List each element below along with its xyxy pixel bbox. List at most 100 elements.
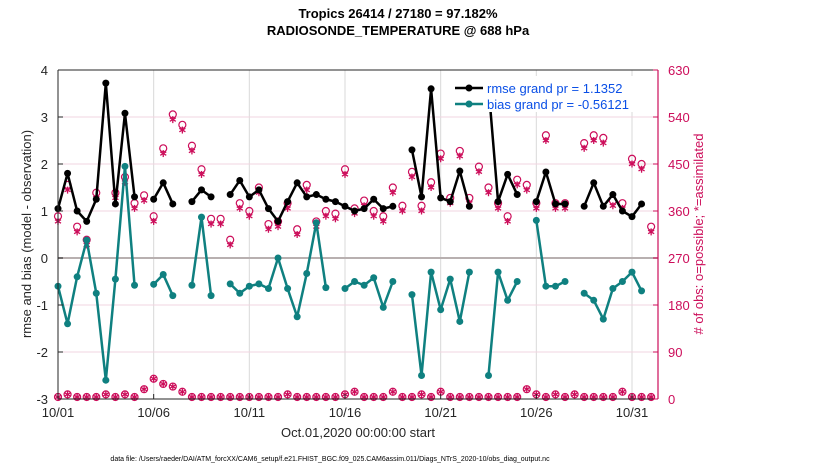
rmse-point: [64, 169, 72, 177]
left-axis-ticks: -3 -2 -1 0 1 2 3 4: [36, 63, 63, 407]
star-stroke: [590, 394, 598, 400]
rmse-point: [274, 217, 282, 225]
right-tick-label: 270: [668, 251, 690, 266]
obs-assimilated-marker: [236, 204, 244, 212]
star-stroke: [245, 213, 253, 219]
rmse-point: [73, 207, 81, 215]
obs-assimilated-marker: [456, 152, 464, 160]
bias-point: [638, 287, 646, 295]
star-stroke: [217, 221, 224, 227]
star-stroke: [64, 392, 71, 397]
chart-title-line1: Tropics 26414 / 27180 = 97.182%: [298, 6, 498, 21]
star-stroke: [265, 226, 272, 232]
star-stroke: [370, 394, 378, 400]
star-stroke: [437, 389, 445, 395]
obs-low-assimilated-marker: [389, 388, 397, 396]
rmse-point: [188, 198, 196, 206]
right-y-axis-label: # of obs: o=possible; *=assimilated: [691, 134, 706, 335]
obs-assimilated-marker: [265, 225, 272, 233]
rmse-point: [456, 167, 464, 175]
obs-assimilated-marker: [494, 204, 502, 212]
rmse-point: [312, 191, 320, 199]
rmse-point: [83, 217, 91, 225]
obs-assimilated-marker: [523, 186, 531, 194]
obs-assimilated-marker: [226, 241, 234, 249]
obs-assimilated-marker: [628, 160, 636, 168]
bias-point: [83, 236, 91, 244]
bias-point: [561, 278, 569, 285]
bias-point: [188, 281, 196, 289]
star-stroke: [542, 394, 550, 400]
bias-point: [121, 162, 129, 170]
right-tick-label: 0: [668, 392, 675, 407]
bias-point: [169, 292, 177, 300]
bias-point: [264, 285, 272, 293]
star-stroke: [456, 394, 464, 400]
rmse-point: [532, 198, 540, 206]
star-stroke: [322, 213, 330, 219]
star-stroke: [418, 392, 425, 397]
rmse-point: [102, 79, 110, 87]
star-stroke: [599, 394, 607, 400]
obs-assimilated-marker: [179, 126, 186, 134]
obs-low-assimilated-marker: [169, 383, 177, 391]
obs-assimilated-marker: [159, 150, 167, 158]
obs-assimilated-marker: [599, 139, 607, 147]
rmse-point: [379, 205, 387, 213]
star-stroke: [523, 386, 531, 392]
star-stroke: [494, 394, 502, 400]
star-stroke: [207, 394, 215, 400]
rmse-point: [408, 146, 416, 154]
obs-low-assimilated-marker: [150, 375, 158, 383]
rmse-point: [609, 191, 617, 199]
rmse-point: [427, 85, 435, 93]
obs-assimilated-marker: [293, 231, 301, 238]
rmse-point: [513, 191, 521, 199]
rmse-point: [580, 202, 588, 210]
rmse-point: [389, 202, 397, 210]
obs-low-assimilated-marker: [619, 388, 626, 396]
star-stroke: [169, 117, 177, 122]
star-stroke: [638, 166, 645, 172]
star-stroke: [121, 392, 129, 397]
obs-assimilated-marker: [399, 207, 406, 215]
star-stroke: [198, 394, 205, 400]
star-stroke: [341, 172, 349, 177]
bias-point: [131, 281, 139, 289]
left-tick-label: -2: [36, 345, 48, 360]
bias-point: [542, 282, 550, 290]
rmse-point: [121, 109, 129, 117]
rmse-point: [236, 176, 244, 184]
obs-assimilated-marker: [389, 189, 397, 197]
star-stroke: [408, 174, 416, 180]
legend: rmse grand pr = 1.1352 bias grand pr = -…: [443, 76, 653, 112]
rmse-point: [437, 194, 445, 202]
star-stroke: [494, 206, 502, 211]
bias-series: [54, 162, 646, 384]
obs-assimilated-marker: [532, 204, 540, 212]
star-stroke: [312, 394, 320, 400]
star-stroke: [389, 389, 397, 395]
obs-assimilated-marker: [647, 228, 655, 236]
bias-point: [379, 303, 387, 311]
star-stroke: [131, 394, 138, 400]
rmse-point: [638, 200, 646, 208]
star-stroke: [638, 394, 645, 400]
rmse-point: [351, 207, 359, 215]
rmse-line-segment: [487, 86, 519, 203]
bias-point: [513, 278, 521, 285]
bias-point: [532, 216, 540, 224]
bias-point: [236, 289, 244, 297]
obs-low-assimilated-marker: [351, 388, 358, 396]
star-stroke: [188, 148, 196, 154]
obs-assimilated-marker: [322, 212, 330, 220]
bias-point: [293, 313, 301, 321]
obs-assimilated-marker: [140, 197, 148, 205]
left-tick-label: 2: [41, 157, 48, 172]
bias-point: [198, 213, 205, 221]
rmse-point: [360, 205, 368, 213]
star-stroke: [552, 392, 559, 397]
bias-point: [389, 278, 397, 285]
bias-point: [609, 285, 617, 293]
star-stroke: [112, 394, 119, 400]
